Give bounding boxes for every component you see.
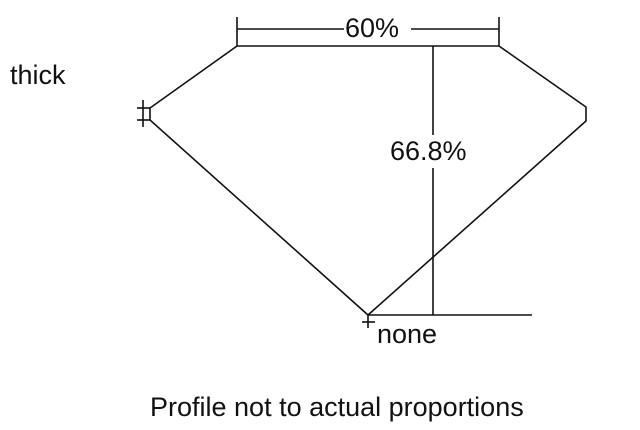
stone-outline: [149, 45, 587, 317]
girdle-label: thick: [10, 60, 66, 90]
table-percent-label: 60%: [345, 13, 400, 43]
depth-percent-label: 66.8%: [390, 136, 467, 166]
diagram-caption: Profile not to actual proportions: [150, 392, 524, 422]
culet-label: none: [377, 319, 438, 349]
